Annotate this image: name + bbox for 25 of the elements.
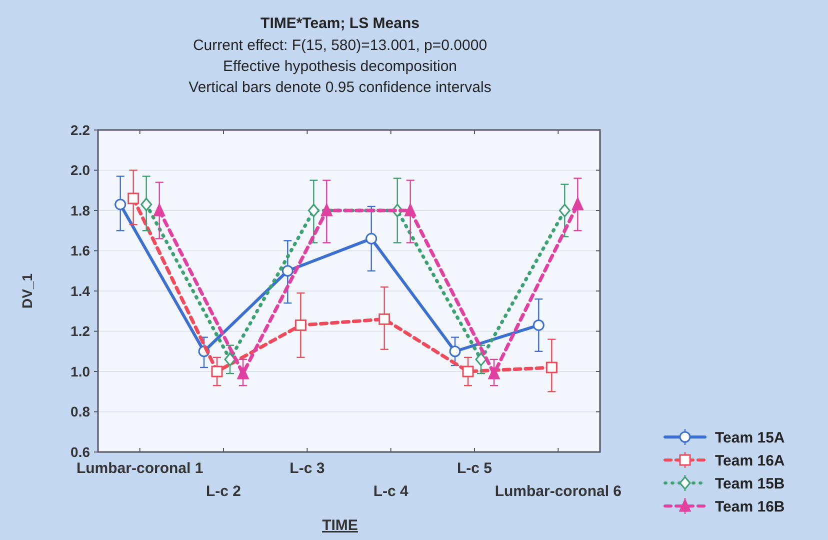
legend-label: Team 16A bbox=[715, 452, 785, 470]
chart-title: TIME*Team; LS Means bbox=[260, 15, 420, 32]
x-tick-label: L-c 3 bbox=[290, 460, 325, 477]
x-tick-label: L-c 2 bbox=[206, 483, 242, 500]
x-tick-label: Lumbar-coronal 6 bbox=[494, 483, 622, 500]
legend-label: Team 16B bbox=[715, 498, 785, 516]
y-tick-label: 2.0 bbox=[70, 162, 90, 178]
x-tick-label: Lumbar-coronal 1 bbox=[76, 460, 204, 477]
legend-label: Team 15B bbox=[715, 475, 785, 492]
y-tick-label: 1.8 bbox=[70, 202, 90, 218]
y-tick-label: 2.2 bbox=[70, 122, 90, 138]
y-tick-label: 1.0 bbox=[70, 363, 90, 380]
x-axis-title: TIME bbox=[322, 517, 358, 534]
text: Effective hypothesis decomposition bbox=[222, 58, 458, 75]
y-tick-label: 0.6 bbox=[70, 444, 90, 460]
y-axis-title: DV_1 bbox=[19, 273, 35, 309]
y-tick-label: 1.4 bbox=[70, 282, 90, 299]
x-tick-label: L-c 4 bbox=[373, 483, 409, 500]
legend-label: Team 15A bbox=[715, 429, 785, 446]
y-tick-label: 1.6 bbox=[70, 242, 90, 259]
y-tick-label: 1.2 bbox=[70, 323, 90, 340]
y-tick-label: 0.8 bbox=[70, 404, 90, 420]
x-tick-label: L-c 5 bbox=[456, 460, 492, 477]
chart-subtitle: Current effect: F(15, 580)=13.001, p=0.0000 bbox=[192, 37, 488, 54]
text: Vertical bars denote 0.95 confidence intervals bbox=[188, 79, 492, 96]
